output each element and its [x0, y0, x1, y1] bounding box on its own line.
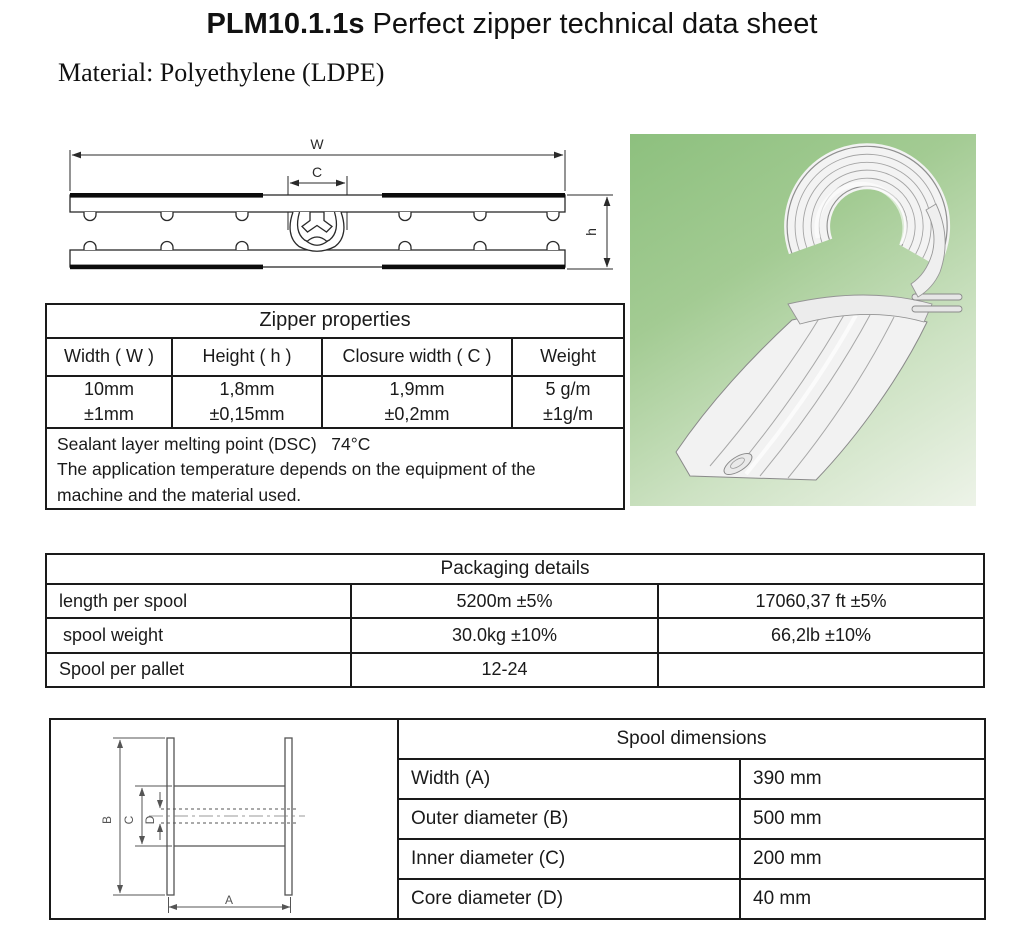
- page-title-product-code: PLM10.1.1s: [206, 8, 365, 40]
- row-imperial-value: 66,2lb ±10%: [771, 624, 871, 645]
- sealant-note-line1: Sealant layer melting point (DSC) 74°C: [57, 433, 371, 454]
- row-value: 500 mm: [753, 808, 822, 829]
- spool-dim-label-c: C: [122, 815, 136, 824]
- zipper-cross-section-drawing: W C h: [69, 136, 613, 270]
- table-row-outer-diameter-b: Outer diameter (B) 500 mm: [399, 800, 984, 840]
- row-label: Width (A): [399, 760, 741, 798]
- row-label: Core diameter (D): [399, 880, 741, 918]
- page-title: PLM10.1.1s Perfect zipper technical data…: [0, 8, 1024, 41]
- spool-dimensions-section: B C D A Spool dimensions Width (A) 390 m…: [49, 718, 986, 920]
- row-imperial-value: [659, 654, 983, 686]
- row-metric-value: 12-24: [352, 653, 659, 686]
- zipper-3d-render-image: [630, 134, 976, 506]
- row-label: Inner diameter (C): [399, 840, 741, 878]
- row-label: length per spool: [47, 585, 352, 618]
- sealant-note: Sealant layer melting point (DSC) 74°C T…: [47, 429, 623, 509]
- spool-dimensions-title: Spool dimensions: [399, 720, 984, 760]
- zipper-properties-table: Zipper properties Width ( W ) Height ( h…: [45, 303, 625, 510]
- zipper-properties-title: Zipper properties: [47, 305, 623, 339]
- packaging-details-table: Packaging details length per spool 5200m…: [45, 553, 985, 688]
- table-row-length-per-spool: length per spool 5200m ±5% 17060,37 ft ±…: [47, 585, 983, 620]
- dim-label-h: h: [583, 228, 599, 236]
- table-row-inner-diameter-c: Inner diameter (C) 200 mm: [399, 840, 984, 880]
- value-width: 10mm ±1mm: [47, 376, 173, 427]
- col-header-height: Height ( h ): [173, 338, 323, 375]
- spool-technical-drawing: B C D A: [100, 737, 305, 913]
- value-width-nominal: 10mm: [83, 378, 134, 399]
- table-row-spool-weight: spool weight 30.0kg ±10% 66,2lb ±10%: [47, 619, 983, 654]
- row-metric-value: 30.0kg ±10%: [352, 619, 659, 652]
- value-closure-tolerance: ±0,2mm: [384, 403, 450, 424]
- row-metric-value: 5200m ±5%: [352, 585, 659, 618]
- value-height-nominal: 1,8mm: [219, 378, 275, 399]
- spool-dim-label-b: B: [100, 816, 114, 824]
- table-row-spool-per-pallet: Spool per pallet 12-24: [47, 653, 983, 686]
- col-header-closure-width: Closure width ( C ): [323, 338, 513, 375]
- value-weight-tolerance: ±1g/m: [543, 403, 593, 424]
- row-label: Spool per pallet: [47, 653, 352, 686]
- packaging-details-title: Packaging details: [47, 555, 983, 585]
- row-label: Outer diameter (B): [399, 800, 741, 838]
- value-height-tolerance: ±0,15mm: [209, 403, 285, 424]
- row-imperial-value: 17060,37 ft ±5%: [755, 590, 887, 611]
- page-title-text: Perfect zipper technical data sheet: [364, 8, 818, 40]
- dim-label-c: C: [312, 164, 322, 180]
- spool-dim-label-a: A: [225, 893, 233, 907]
- dim-label-w: W: [310, 136, 324, 152]
- value-weight: 5 g/m ±1g/m: [513, 377, 623, 427]
- row-label: spool weight: [47, 619, 352, 652]
- zipper-properties-column-headers: Width ( W ) Height ( h ) Closure width (…: [47, 338, 623, 377]
- table-row-core-diameter-d: Core diameter (D) 40 mm: [399, 880, 984, 918]
- spool-dim-label-d: D: [143, 815, 157, 824]
- zipper-properties-values: 10mm ±1mm 1,8mm ±0,15mm 1,9mm ±0,2mm 5 g…: [47, 376, 623, 429]
- row-value: 200 mm: [753, 848, 822, 869]
- row-value: 390 mm: [753, 768, 822, 789]
- sealant-note-line2: The application temperature depends on t…: [57, 459, 536, 479]
- sealant-note-line3: machine and the material used.: [57, 484, 302, 505]
- value-height: 1,8mm ±0,15mm: [173, 376, 323, 427]
- value-closure-nominal: 1,9mm: [389, 378, 445, 399]
- col-header-weight: Weight: [540, 346, 596, 367]
- row-value: 40 mm: [753, 888, 812, 909]
- value-weight-nominal: 5 g/m: [545, 378, 591, 399]
- table-row-width-a: Width (A) 390 mm: [399, 760, 984, 800]
- spool-dimensions-table: Spool dimensions Width (A) 390 mm Outer …: [399, 720, 984, 918]
- value-closure-width: 1,9mm ±0,2mm: [323, 376, 513, 427]
- sealant-layer-marks: [70, 193, 565, 270]
- material-line: Material: Polyethylene (LDPE): [58, 58, 385, 87]
- zipper-3d-render-art: [675, 143, 963, 481]
- col-header-width: Width ( W ): [47, 338, 173, 375]
- value-width-tolerance: ±1mm: [84, 403, 134, 424]
- spool-drawing-cell: B C D A: [51, 720, 399, 918]
